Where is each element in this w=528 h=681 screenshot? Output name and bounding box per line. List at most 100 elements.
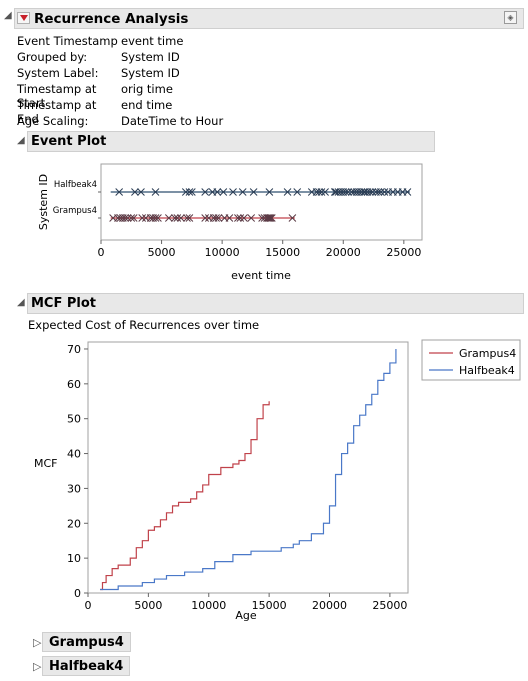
report-header: Recurrence Analysis: [14, 8, 524, 29]
event-marker: [201, 214, 210, 222]
event-marker: [376, 188, 385, 196]
mcf-xtick-label: 10000: [191, 599, 226, 612]
event-marker: [127, 214, 136, 222]
event-marker: [183, 214, 191, 222]
event-marker: [267, 214, 276, 222]
event-plot-ylabel: System ID: [37, 174, 50, 230]
event-plot-disclosure-icon[interactable]: ◢: [17, 135, 25, 146]
event-marker: [403, 188, 412, 196]
grampus4-disclosure-icon[interactable]: ▷: [33, 636, 42, 649]
info-value: orig time: [121, 82, 173, 96]
event-marker: [185, 214, 194, 222]
event-marker: [315, 188, 323, 196]
info-value: System ID: [121, 66, 180, 80]
mcf-ytick-label: 70: [67, 343, 81, 356]
grampus4-report-title: Grampus4: [49, 634, 124, 650]
mcf-plot-ylabel: MCF: [34, 457, 58, 470]
event-marker: [225, 214, 234, 222]
event-marker: [380, 188, 389, 196]
event-marker: [288, 214, 297, 222]
event-plot-xlabel: event time: [231, 269, 291, 282]
event-marker: [214, 214, 223, 222]
event-marker: [154, 214, 162, 222]
event-marker: [236, 214, 245, 222]
info-row-timestamp-end: Timestamp at End end time: [17, 98, 172, 126]
mcf-xtick-label: 25000: [372, 599, 407, 612]
event-xtick-label: 10000: [205, 246, 240, 259]
red-triangle-menu-icon[interactable]: [17, 12, 30, 24]
event-marker: [177, 214, 185, 222]
event-marker: [137, 188, 145, 196]
mcf-xtick-label: 5000: [134, 599, 162, 612]
event-xtick-label: 25000: [386, 246, 421, 259]
halfbeak4-report-header[interactable]: Halfbeak4: [42, 656, 131, 676]
event-marker: [171, 214, 179, 222]
event-marker: [115, 188, 124, 196]
event-marker: [265, 214, 274, 222]
event-marker: [138, 214, 147, 222]
report-title: Recurrence Analysis: [34, 10, 189, 27]
grampus4-report-header[interactable]: Grampus4: [42, 632, 131, 652]
mcf-plot-title: MCF Plot: [31, 296, 97, 311]
info-value: DateTime to Hour: [121, 114, 224, 128]
report-disclosure-icon[interactable]: ◢: [4, 10, 12, 21]
info-value: event time: [121, 34, 184, 48]
event-marker: [360, 188, 368, 196]
event-marker: [249, 188, 258, 196]
event-marker: [374, 188, 383, 196]
event-marker: [357, 188, 366, 196]
event-marker: [173, 214, 182, 222]
event-marker: [321, 188, 329, 196]
mcf-plot-disclosure-icon[interactable]: ◢: [17, 297, 25, 308]
info-row-timestamp-start: Timestamp at Start orig time: [17, 82, 173, 110]
halfbeak4-disclosure-icon[interactable]: ▷: [33, 660, 42, 673]
event-marker: [229, 188, 237, 196]
event-marker: [131, 188, 139, 196]
info-key: Grouped by:: [17, 50, 88, 64]
event-plot-chart: 0 5000 10000 15000 20000 25000 Halfbeak4 Grampu…: [37, 163, 423, 282]
event-marker: [121, 214, 130, 222]
event-xtick-label: 20000: [326, 246, 361, 259]
event-marker: [181, 188, 190, 196]
event-marker: [283, 188, 292, 196]
info-key: Event Timestamp: [17, 34, 118, 48]
event-marker: [293, 188, 302, 196]
event-category-label: Halfbeak4: [54, 180, 97, 190]
mcf-xtick-label: 15000: [252, 599, 287, 612]
event-plot-frame: [100, 163, 423, 241]
legend-label-grampus4: Grampus4: [459, 347, 516, 360]
halfbeak4-report-title: Halfbeak4: [49, 658, 124, 674]
event-marker: [151, 188, 160, 196]
legend-label-halfbeak4: Halfbeak4: [459, 364, 515, 377]
event-marker: [164, 214, 173, 222]
event-marker: [344, 188, 352, 196]
pin-icon[interactable]: ◈: [504, 11, 517, 24]
mcf-line-halfbeak4: [100, 348, 397, 591]
mcf-plot-frame: [87, 341, 409, 594]
info-key: Timestamp at End: [17, 98, 97, 126]
event-marker: [240, 214, 248, 222]
event-marker: [330, 188, 339, 196]
mcf-ytick-label: 20: [67, 517, 81, 530]
mcf-line-grampus4: [100, 401, 270, 591]
event-marker: [317, 188, 326, 196]
mcf-ytick-label: 30: [67, 482, 81, 495]
event-marker: [151, 214, 160, 222]
event-marker: [238, 188, 247, 196]
mcf-ytick-label: 10: [67, 552, 81, 565]
event-marker: [368, 188, 377, 196]
info-row-system-label: System Label: System ID: [17, 66, 180, 80]
event-marker: [213, 188, 222, 196]
event-plot-title: Event Plot: [31, 134, 107, 149]
event-xtick-label: 15000: [265, 246, 300, 259]
mcf-ytick-label: 40: [67, 448, 81, 461]
mcf-plot-caption: Expected Cost of Recurrences over time: [28, 318, 260, 332]
info-row-grouped-by: Grouped by: System ID: [17, 50, 180, 64]
mcf-ytick-label: 50: [67, 413, 81, 426]
mcf-legend: Grampus4 Halfbeak4: [421, 339, 521, 381]
mcf-xtick-label: 20000: [312, 599, 347, 612]
info-row-event-timestamp: Event Timestamp event time: [17, 34, 183, 48]
mcf-ytick-label: 0: [74, 587, 81, 600]
info-row-age-scaling: Age Scaling: DateTime to Hour: [17, 114, 223, 128]
mcf-xtick-label: 0: [85, 599, 92, 612]
